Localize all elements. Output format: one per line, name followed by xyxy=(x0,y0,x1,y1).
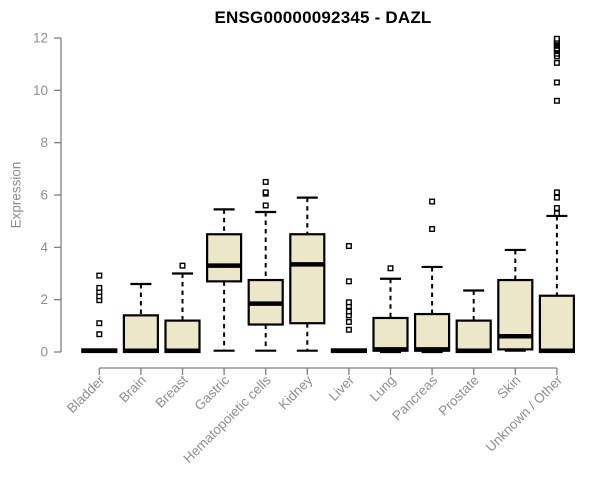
outlier-point xyxy=(553,59,560,66)
outlier-point xyxy=(553,79,560,86)
outlier-point xyxy=(429,198,436,205)
outlier-point xyxy=(96,331,103,338)
y-tick-label: 10 xyxy=(33,83,48,98)
y-tick-label: 6 xyxy=(40,188,48,203)
x-tick-label-pancreas: Pancreas xyxy=(389,372,440,423)
x-tick-label-unknown-other: Unknown / Other xyxy=(483,372,566,455)
y-tick-label: 8 xyxy=(40,135,48,150)
outlier-point xyxy=(179,262,186,269)
iqr-box xyxy=(414,312,451,352)
x-tick-label-prostate: Prostate xyxy=(436,373,482,419)
iqr-box xyxy=(455,319,492,354)
outlier-point xyxy=(345,318,352,325)
outlier-point xyxy=(345,326,352,333)
outlier-point xyxy=(553,194,560,201)
iqr-box xyxy=(122,314,160,354)
iqr-box xyxy=(497,278,534,351)
iqr-box xyxy=(164,319,201,354)
iqr-box xyxy=(372,316,409,352)
x-tick-label-gastric: Gastric xyxy=(191,372,232,413)
iqr-box xyxy=(206,233,243,283)
boxplot-liver xyxy=(330,243,367,354)
boxplot-kidney xyxy=(289,196,326,352)
boxplot-unknown-other xyxy=(538,35,576,354)
outlier-point xyxy=(345,243,352,250)
boxplot-prostate xyxy=(455,289,492,354)
outlier-point xyxy=(553,35,560,42)
boxplot-gastric xyxy=(206,208,243,352)
boxplot-lung xyxy=(372,265,409,354)
outlier-point xyxy=(96,320,103,327)
outlier-point xyxy=(553,97,560,104)
chart-title: ENSG00000092345 - DAZL xyxy=(214,8,432,27)
x-tick-label-liver: Liver xyxy=(326,372,358,404)
outlier-point xyxy=(345,308,352,315)
boxplot-breast xyxy=(164,262,201,354)
iqr-box xyxy=(289,233,326,325)
outlier-point xyxy=(345,299,352,306)
x-tick-label-bladder: Bladder xyxy=(64,372,108,416)
y-axis: 0 2 4 6 8 10 12 xyxy=(33,31,62,360)
outlier-point xyxy=(96,272,103,279)
y-tick-label: 12 xyxy=(33,31,48,46)
outlier-point xyxy=(387,265,394,272)
x-tick-label-brain: Brain xyxy=(116,373,149,406)
y-tick-label: 2 xyxy=(40,292,48,307)
boxplot-pancreas xyxy=(414,198,451,354)
boxplot-bladder xyxy=(81,272,118,354)
boxplot-brain xyxy=(122,282,160,354)
x-tick-label-kidney: Kidney xyxy=(276,372,316,412)
outlier-point xyxy=(553,189,560,196)
outlier-point xyxy=(262,202,269,209)
y-tick-label: 4 xyxy=(40,240,48,255)
x-tick-label-skin: Skin xyxy=(494,373,523,402)
x-tick-label-breast: Breast xyxy=(152,372,190,410)
x-tick-label-lung: Lung xyxy=(367,373,399,405)
outlier-point xyxy=(262,178,269,185)
iqr-box xyxy=(538,294,576,354)
outlier-point xyxy=(429,226,436,233)
outlier-point xyxy=(553,210,560,217)
outlier-point xyxy=(345,278,352,285)
y-tick-label: 0 xyxy=(40,345,48,360)
boxplot-hematopoietic-cells xyxy=(247,178,284,352)
boxplot-skin xyxy=(497,248,534,352)
outlier-point xyxy=(553,205,560,212)
outlier-point xyxy=(262,189,269,196)
outlier-point xyxy=(96,284,103,291)
